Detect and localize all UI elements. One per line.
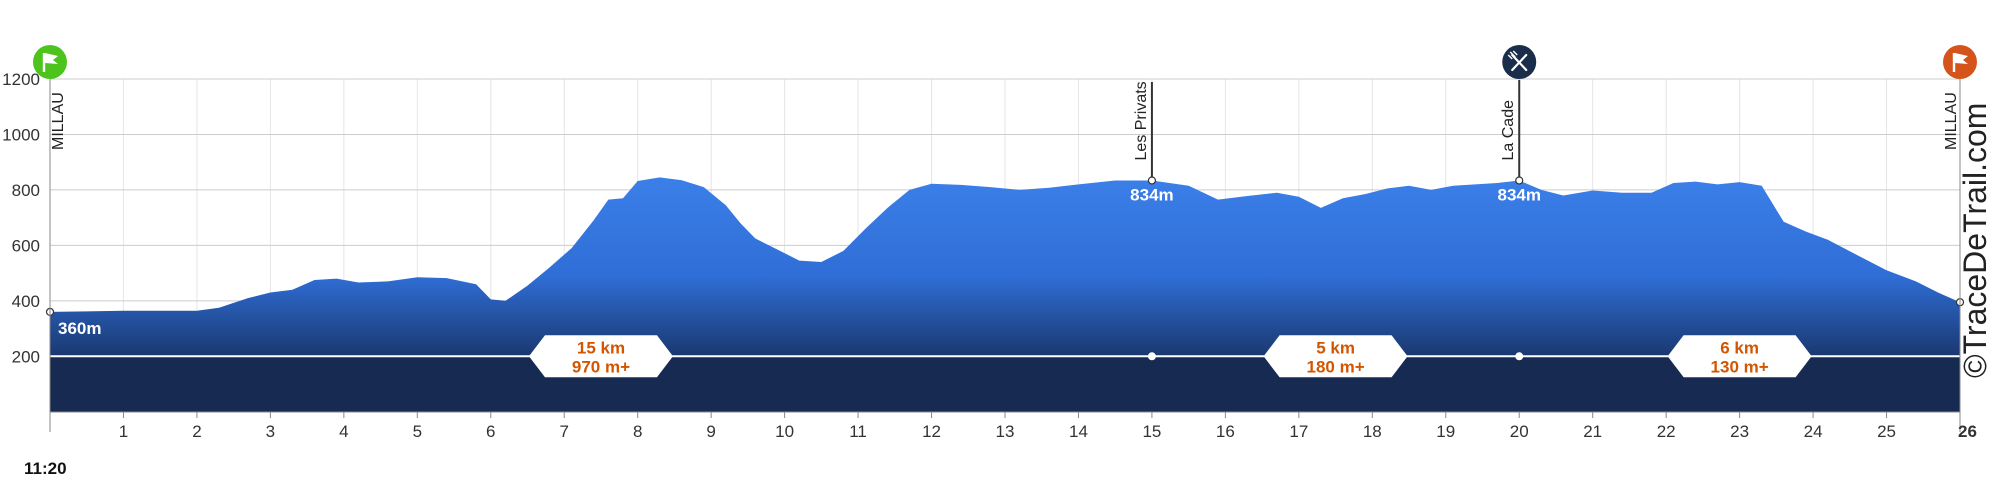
restaurant-icon [1502,45,1537,79]
x-tick-label: 25 [1877,422,1896,441]
x-tick-label: 24 [1804,422,1823,441]
segment-badge-shape [528,335,673,378]
waypoint-markers: MILLAU 834m Les Privats 834m La Cade MILLAU [33,45,1977,361]
x-tick-label: 2 [192,422,201,441]
elevation-area [50,177,1960,357]
marker-altitude-label: 834m [1497,185,1540,204]
marker-place-label: Les Privats [1133,81,1150,160]
marker-point [1147,176,1157,185]
marker-point [1515,176,1524,185]
x-tick-label: 7 [559,422,568,441]
x-tick-label: 18 [1363,422,1382,441]
start-altitude-label: 360m [58,319,101,338]
x-axis: 1 2 3 4 5 6 7 8 9 10 11 12 13 14 15 16 17 18 19 20 21 22 23 24 2… [49,79,1977,441]
y-tick-label: 200 [12,347,40,366]
band-waypoint-dot [1147,352,1156,361]
x-tick-label: 15 [1142,422,1161,441]
x-tick-label: 12 [922,422,941,441]
x-tick-label: 17 [1289,422,1308,441]
marker-place-label: La Cade [1500,100,1517,161]
time-label: 11:20 [24,459,67,478]
y-axis: 1200 1000 800 600 400 200 [2,70,40,366]
x-tick-label: 13 [996,422,1015,441]
orange-flag-icon [1943,45,1977,79]
x-tick-label: 9 [706,422,715,441]
watermark: ©TraceDeTrail.com [1957,103,1993,378]
x-tick-label: 26 [1958,422,1977,441]
green-flag-icon [33,45,67,79]
y-tick-label: 1000 [2,125,40,144]
x-tick-label: 20 [1510,422,1529,441]
x-tick-label: 10 [775,422,794,441]
marker-place-label: MILLAU [1943,92,1960,150]
x-tick-label: 21 [1583,422,1602,441]
x-tick-label: 4 [339,422,348,441]
x-tick-label: 5 [413,422,422,441]
distance-band [50,356,1960,412]
y-tick-label: 1200 [2,70,40,89]
marker-altitude-label: 834m [1130,185,1173,204]
y-tick-label: 800 [12,181,40,200]
segment-climb: 970 m+ [572,357,630,376]
x-tick-label: 19 [1436,422,1455,441]
marker-place-label: MILLAU [50,92,67,150]
x-tick-label: 14 [1069,422,1088,441]
segment-distance: 5 km [1316,338,1355,357]
segment-badge-shape [1667,335,1812,378]
y-tick-label: 600 [12,236,40,255]
x-tick-label: 1 [119,422,128,441]
x-tick-label: 8 [633,422,642,441]
x-tick-label: 16 [1216,422,1235,441]
segment-distance: 15 km [577,338,625,357]
x-tick-label: 11 [849,422,867,441]
band-waypoint-dot [1515,352,1524,361]
segment-distance: 6 km [1720,338,1759,357]
y-tick-label: 400 [12,292,40,311]
x-tick-label: 6 [486,422,495,441]
segment-climb: 130 m+ [1711,357,1769,376]
segment-climb: 180 m+ [1307,357,1365,376]
x-tick-label: 23 [1730,422,1749,441]
x-tick-label: 22 [1657,422,1676,441]
segment-badge-shape [1263,335,1408,378]
x-tick-label: 3 [266,422,275,441]
